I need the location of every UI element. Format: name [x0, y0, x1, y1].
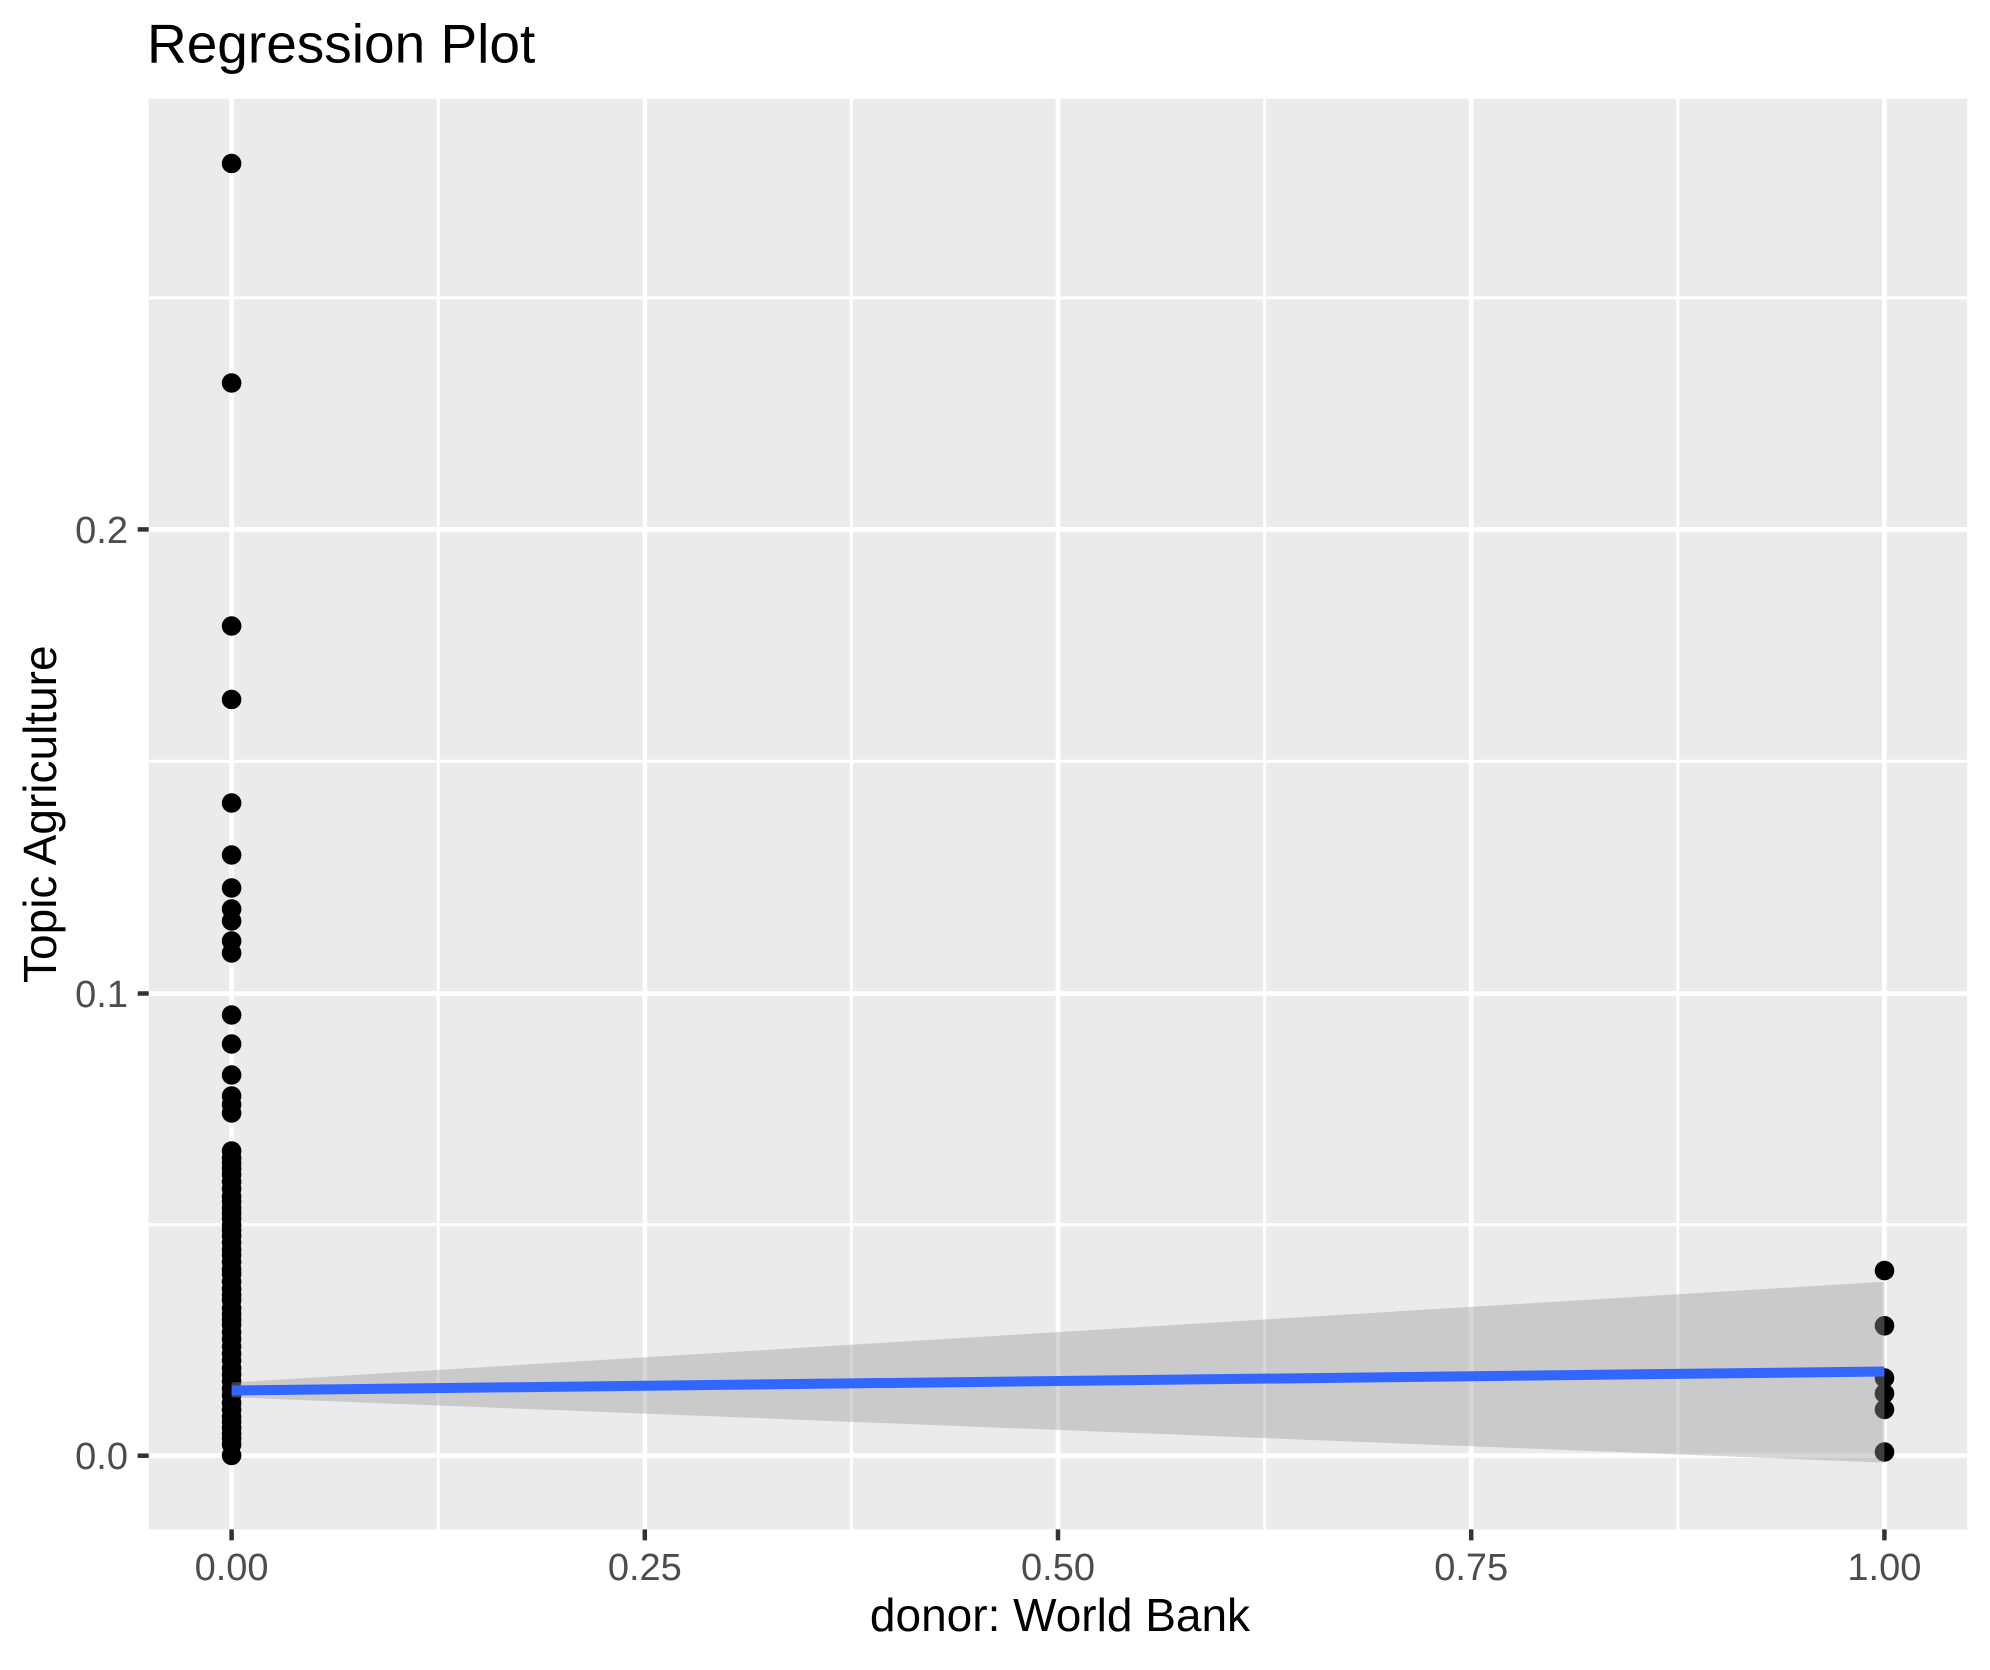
- svg-text:0.2: 0.2: [75, 510, 128, 552]
- svg-text:0.0: 0.0: [75, 1436, 128, 1478]
- svg-text:0.50: 0.50: [1021, 1547, 1095, 1589]
- svg-text:0.1: 0.1: [75, 974, 128, 1016]
- svg-text:0.00: 0.00: [195, 1547, 269, 1589]
- svg-text:donor: World Bank: donor: World Bank: [870, 1589, 1251, 1641]
- svg-text:1.00: 1.00: [1847, 1547, 1921, 1589]
- svg-text:0.75: 0.75: [1434, 1547, 1508, 1589]
- svg-text:0.25: 0.25: [608, 1547, 682, 1589]
- svg-text:Topic Agriculture: Topic Agriculture: [14, 645, 66, 983]
- svg-text:Regression Plot: Regression Plot: [147, 12, 535, 74]
